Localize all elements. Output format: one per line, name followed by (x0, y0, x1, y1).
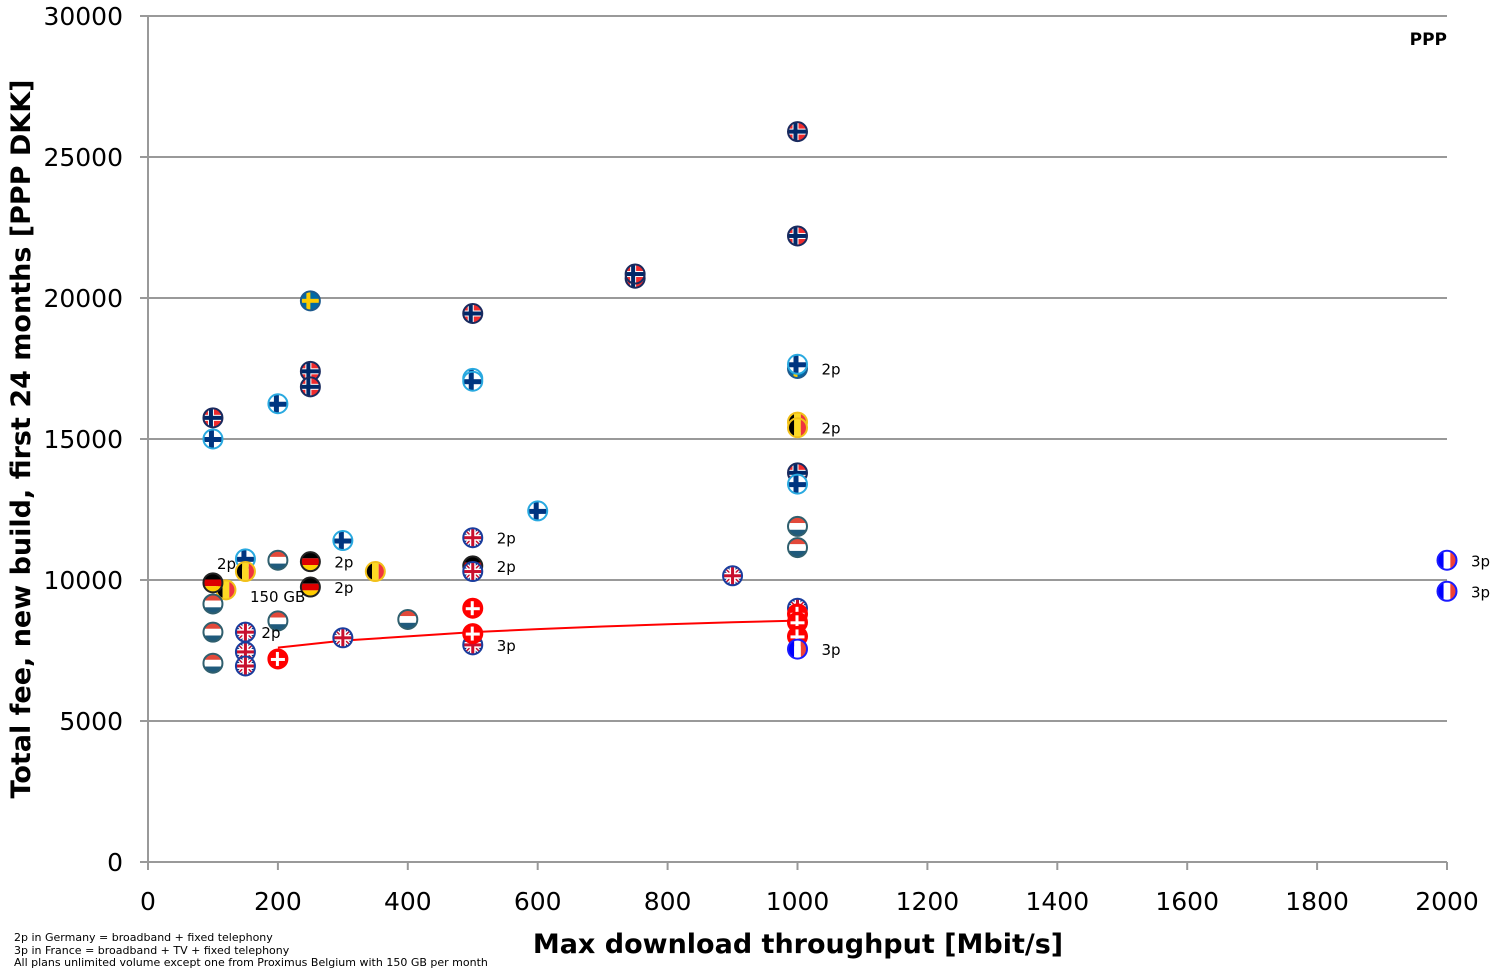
flag-marker-fi (332, 530, 354, 552)
flag-marker-dk (267, 648, 289, 670)
flag-marker-nl (787, 515, 808, 537)
flag-marker-fi (787, 473, 808, 495)
trendline (277, 619, 798, 649)
flag-marker-fi (267, 393, 289, 415)
annotation-label: 2p (217, 555, 236, 573)
annotation-label: 3p (822, 641, 841, 659)
flag-marker-fi (787, 353, 808, 375)
y-tick-label: 25000 (43, 143, 123, 172)
flag-marker-nl (267, 610, 289, 632)
flag-marker-no (787, 225, 808, 247)
y-tick-labels: 0 5000 10000 15000 20000 25000 30000 (43, 2, 123, 877)
x-tick-label: 200 (254, 887, 302, 916)
flag-marker-nl (202, 652, 224, 674)
annotation-label: 3p (1471, 583, 1490, 601)
x-tick-label: 1000 (766, 887, 830, 916)
flag-marker-uk (722, 565, 744, 587)
flag-marker-no (299, 376, 321, 398)
y-tick-label: 15000 (43, 425, 123, 454)
flag-marker-fr (1436, 549, 1458, 571)
flag-marker-be (234, 561, 256, 583)
flag-marker-nl (787, 537, 808, 559)
flag-marker-uk (234, 621, 256, 643)
annotation-label: 2p (261, 624, 280, 642)
flag-marker-uk (234, 655, 256, 677)
annotation-label: 2p (334, 579, 353, 597)
corner-label: PPP (1410, 30, 1447, 50)
flag-marker-se (299, 290, 321, 312)
flag-marker-fr (787, 638, 808, 660)
gridlines (148, 15, 1447, 722)
annotations: 2p 2p 2p 2p 2p 2p 2p 150 GB 2p 3p 3p 3p 3p (217, 361, 1490, 660)
flag-marker-de (299, 551, 321, 573)
flag-marker-fi (202, 428, 224, 450)
y-tick-label: 30000 (43, 2, 123, 31)
flag-marker-fi (527, 500, 549, 522)
x-tick-label: 2000 (1415, 887, 1479, 916)
data-points (202, 121, 1458, 677)
y-tick-label: 10000 (43, 566, 123, 595)
flag-marker-be (364, 561, 386, 583)
footnote-volume: All plans unlimited volume except one fr… (14, 956, 488, 969)
x-tick-label: 1800 (1285, 887, 1349, 916)
x-tick-label: 600 (514, 887, 562, 916)
y-tick-label: 20000 (43, 284, 123, 313)
flag-marker-dk (462, 597, 484, 619)
annotation-label: 150 GB (250, 588, 305, 606)
x-tick-label: 1600 (1155, 887, 1219, 916)
flag-marker-fr (1436, 580, 1458, 602)
flag-marker-no (202, 407, 224, 429)
annotation-label: 3p (1471, 552, 1490, 570)
x-tick-label: 0 (140, 887, 156, 916)
y-tick-label: 0 (107, 848, 123, 877)
annotation-label: 2p (497, 558, 516, 576)
axes (140, 15, 1448, 870)
x-tick-label: 400 (384, 887, 432, 916)
footnote-2p: 2p in Germany = broadband + fixed teleph… (14, 931, 273, 944)
flag-marker-de (299, 576, 321, 598)
flag-marker-uk (462, 561, 484, 583)
x-tick-labels: 0 200 400 600 800 1000 1200 1400 1600 1800 2000 (140, 887, 1479, 916)
footnote-3p: 3p in France = broadband + TV + fixed te… (14, 943, 290, 957)
y-axis-title: Total fee, new build, first 24 months [P… (6, 80, 37, 799)
flag-marker-fi (462, 370, 484, 392)
flag-marker-dk (462, 623, 484, 645)
flag-marker-no (624, 263, 646, 285)
flag-marker-no (462, 303, 484, 325)
x-tick-label: 800 (644, 887, 692, 916)
flag-marker-be (787, 417, 808, 439)
flag-marker-nl (202, 593, 224, 615)
flag-marker-no (787, 121, 808, 143)
flag-marker-nl (267, 549, 289, 571)
flag-marker-uk (332, 627, 354, 649)
x-axis-title: Max download throughput [Mbit/s] (533, 929, 1063, 960)
flag-marker-de (202, 572, 224, 594)
trendline-group (277, 619, 798, 649)
annotation-label: 2p (334, 554, 353, 572)
annotation-label: 2p (822, 361, 841, 379)
flag-marker-nl (202, 621, 224, 643)
x-tick-label: 1200 (896, 887, 960, 916)
flag-marker-uk (462, 527, 484, 549)
annotation-label: 3p (497, 637, 516, 655)
annotation-label: 2p (822, 420, 841, 438)
footnotes: 2p in Germany = broadband + fixed teleph… (14, 931, 488, 970)
x-tick-label: 1400 (1025, 887, 1089, 916)
y-tick-label: 5000 (59, 707, 123, 736)
annotation-label: 2p (497, 530, 516, 548)
flag-marker-nl (397, 608, 419, 630)
